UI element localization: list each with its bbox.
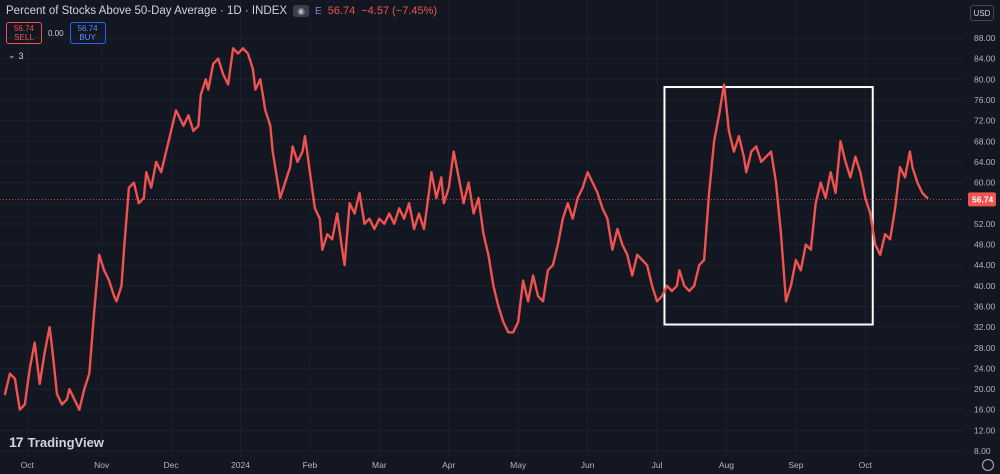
x-tick-label: Dec	[164, 460, 180, 470]
exchange-badge: E	[315, 5, 322, 17]
gridlines	[0, 0, 962, 457]
x-tick-label: Oct	[21, 460, 35, 470]
y-tick-label: 68.00	[974, 136, 996, 146]
y-axis[interactable]: 88.00 84.00 80.00 76.00 72.00 68.00 64.00 60.00…	[974, 33, 996, 456]
y-tick-label: 76.00	[974, 95, 996, 105]
logo-wordmark: TradingView	[27, 434, 104, 450]
x-tick-label: Oct	[859, 460, 873, 470]
y-tick-label: 40.00	[974, 281, 996, 291]
y-tick-label: 28.00	[974, 343, 996, 353]
currency-button[interactable]: USD	[970, 5, 994, 21]
x-tick-label: Mar	[372, 460, 387, 470]
x-tick-label: Sep	[788, 460, 803, 470]
spread-value: 0.00	[48, 28, 64, 38]
y-tick-label: 80.00	[974, 74, 996, 84]
eye-icon[interactable]: ◉	[293, 5, 310, 17]
indicators-toggle[interactable]: ⌄ 3	[8, 50, 24, 61]
last-value: 56.74	[327, 5, 356, 17]
y-tick-label: 8.00	[974, 446, 991, 456]
x-tick-label: Feb	[303, 460, 318, 470]
symbol-title[interactable]: Percent of Stocks Above 50-Day Average ·…	[6, 5, 288, 17]
chevron-down-icon: ⌄	[8, 50, 16, 60]
x-tick-label: Apr	[442, 460, 455, 470]
y-tick-label: 44.00	[974, 260, 996, 270]
series-line	[3, 47, 929, 411]
y-tick-label: 32.00	[974, 322, 996, 332]
y-tick-label: 72.00	[974, 116, 996, 126]
buy-label: BUY	[79, 33, 96, 42]
y-tick-label: 84.00	[974, 54, 996, 64]
x-tick-label: Jul	[652, 460, 663, 470]
x-tick-label: 2024	[231, 460, 250, 470]
gear-icon[interactable]	[982, 459, 994, 471]
y-tick-label: 20.00	[974, 384, 996, 394]
sell-label: SELL	[14, 33, 34, 42]
buy-button[interactable]: 56.74 BUY	[69, 22, 106, 44]
tradingview-logo[interactable]: 17 TradingView	[9, 434, 104, 450]
indicators-count: 3	[18, 50, 24, 61]
current-price-tag-label: 56.74	[972, 194, 994, 204]
sell-button[interactable]: 56.74 SELL	[6, 22, 42, 44]
current-price-tag: 56.74	[968, 192, 996, 207]
y-tick-label: 64.00	[974, 157, 996, 167]
y-tick-label: 60.00	[974, 178, 996, 188]
sell-price: 56.74	[13, 24, 35, 33]
y-tick-label: 12.00	[974, 425, 996, 435]
highlight-box	[663, 86, 874, 326]
x-tick-label: Nov	[94, 460, 110, 470]
chart-legend: Percent of Stocks Above 50-Day Average ·…	[6, 5, 437, 17]
x-axis[interactable]: Oct Nov Dec 2024 Feb Mar Apr May Jun Jul Aug Sep Oct	[21, 460, 873, 470]
y-tick-label: 88.00	[974, 33, 996, 43]
y-tick-label: 16.00	[974, 405, 996, 415]
logo-mark-icon: 17	[9, 434, 24, 450]
x-tick-label: May	[510, 460, 527, 470]
x-tick-label: Jun	[581, 460, 595, 470]
y-tick-label: 48.00	[974, 240, 996, 250]
trade-buttons: 56.74 SELL 0.00 56.74 BUY	[6, 22, 106, 44]
change-value: −4.57 (−7.45%)	[361, 5, 438, 17]
buy-price: 56.74	[77, 24, 98, 33]
y-tick-label: 24.00	[974, 363, 996, 373]
y-tick-label: 52.00	[974, 219, 996, 229]
x-tick-label: Aug	[719, 460, 734, 470]
y-tick-label: 36.00	[974, 301, 996, 311]
